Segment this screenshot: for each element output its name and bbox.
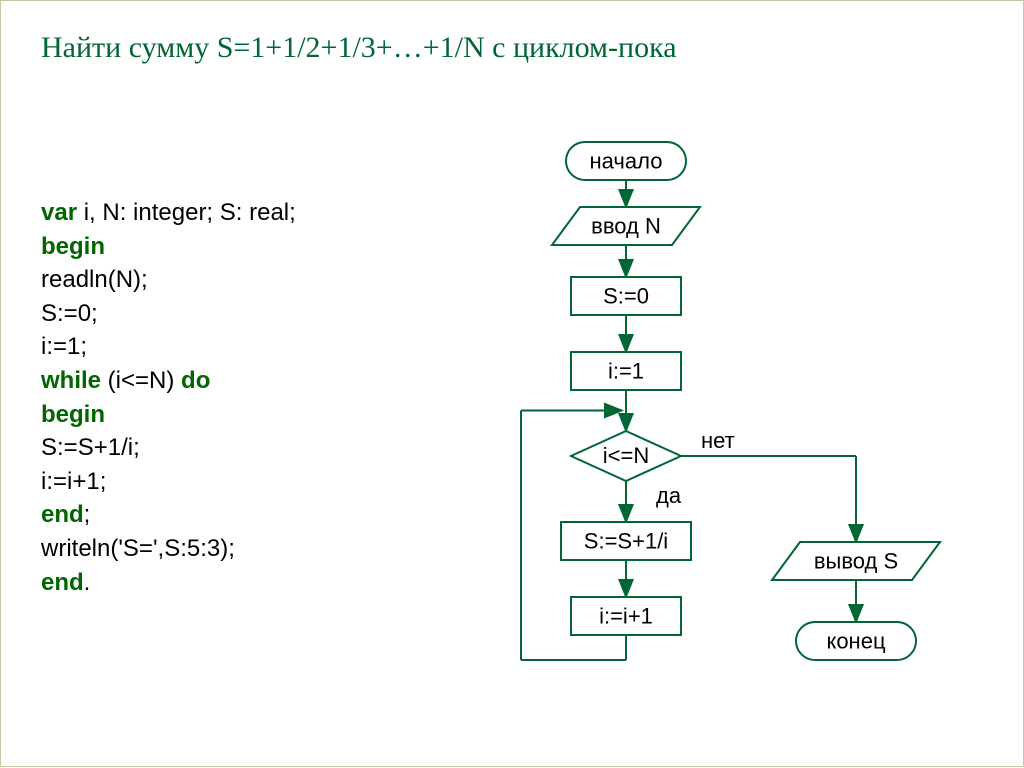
flowchart: да нет начало ввод N S:=0 i:=1 i<=N S:=S+1/i i:=…: [1, 1, 1024, 768]
svg-text:конец: конец: [826, 629, 885, 654]
svg-text:i<=N: i<=N: [603, 443, 649, 468]
svg-text:ввод N: ввод N: [591, 214, 661, 239]
svg-text:i:=i+1: i:=i+1: [599, 604, 653, 629]
slide: Найти сумму S=1+1/2+1/3+…+1/N с циклом-п…: [0, 0, 1024, 767]
svg-text:S:=S+1/i: S:=S+1/i: [584, 529, 668, 554]
svg-text:да: да: [656, 483, 682, 508]
svg-text:нет: нет: [701, 428, 735, 453]
svg-text:начало: начало: [590, 149, 663, 174]
svg-text:i:=1: i:=1: [608, 359, 644, 384]
svg-text:вывод S: вывод S: [814, 549, 898, 574]
svg-text:S:=0: S:=0: [603, 284, 649, 309]
